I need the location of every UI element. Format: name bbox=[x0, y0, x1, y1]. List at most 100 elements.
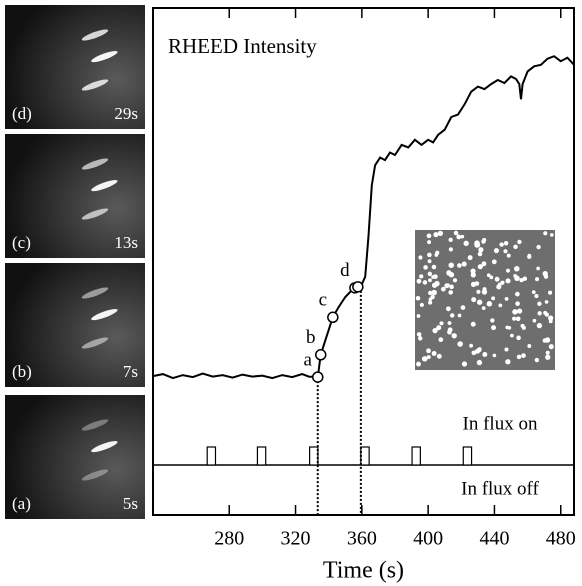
afm-dot bbox=[482, 351, 488, 357]
afm-dot bbox=[543, 310, 548, 315]
afm-dot bbox=[448, 290, 453, 295]
afm-dot bbox=[513, 274, 517, 278]
afm-dot bbox=[471, 350, 477, 356]
flux-on-label: In flux on bbox=[463, 413, 538, 434]
afm-dot bbox=[446, 283, 450, 288]
afm-dot bbox=[461, 361, 468, 367]
afm-dot bbox=[470, 281, 477, 287]
afm-dot bbox=[470, 272, 476, 278]
afm-dot bbox=[451, 333, 457, 339]
afm-dot bbox=[493, 248, 499, 254]
diffraction-streak bbox=[81, 419, 109, 431]
afm-dot bbox=[431, 289, 437, 296]
afm-dot bbox=[548, 319, 553, 324]
afm-dot bbox=[499, 242, 504, 247]
afm-dot bbox=[427, 271, 433, 277]
diffraction-streak bbox=[91, 309, 118, 321]
afm-dot bbox=[445, 306, 451, 312]
afm-dot bbox=[457, 341, 463, 347]
diffraction-streak bbox=[91, 441, 118, 453]
afm-dot bbox=[426, 348, 431, 354]
x-tick-label: 280 bbox=[214, 528, 244, 550]
afm-dot bbox=[537, 301, 542, 306]
afm-dot bbox=[416, 361, 421, 367]
afm-dot bbox=[513, 244, 518, 250]
panel-time: 5s bbox=[123, 494, 138, 513]
afm-dot bbox=[498, 303, 503, 308]
afm-dot bbox=[433, 274, 438, 279]
afm-dot bbox=[531, 290, 536, 295]
afm-dot bbox=[421, 356, 428, 362]
flux-off-label: In flux off bbox=[461, 478, 539, 499]
afm-dot bbox=[428, 297, 433, 302]
plot-frame bbox=[152, 7, 575, 516]
afm-dot bbox=[505, 325, 510, 330]
afm-dot bbox=[460, 305, 466, 310]
afm-dot bbox=[476, 359, 483, 366]
afm-dot bbox=[543, 231, 548, 236]
flux-pulse bbox=[462, 446, 473, 466]
afm-dot bbox=[478, 247, 484, 253]
afm-dot bbox=[431, 351, 437, 356]
afm-dot bbox=[505, 359, 511, 365]
afm-dot bbox=[463, 240, 469, 247]
afm-dot bbox=[510, 333, 514, 338]
panel-label: (b) bbox=[12, 362, 32, 381]
afm-dot bbox=[471, 297, 477, 303]
afm-dot bbox=[545, 354, 551, 360]
afm-dot bbox=[418, 336, 423, 341]
panel-time: 29s bbox=[114, 104, 138, 123]
afm-dot bbox=[439, 321, 444, 326]
afm-dot bbox=[516, 335, 521, 341]
afm-dot bbox=[416, 314, 421, 318]
afm-dot bbox=[520, 323, 525, 328]
afm-dot bbox=[490, 318, 495, 323]
afm-dot bbox=[514, 265, 520, 272]
afm-dot bbox=[422, 280, 428, 285]
afm-dot bbox=[423, 265, 428, 270]
afm-dot bbox=[516, 354, 522, 360]
afm-dot bbox=[427, 240, 432, 245]
x-tick-label: 480 bbox=[546, 528, 576, 550]
rheed-panel: (d) 29s bbox=[5, 5, 145, 129]
afm-dot bbox=[440, 286, 446, 292]
afm-dot bbox=[476, 289, 481, 294]
afm-dot bbox=[434, 280, 440, 287]
diffraction-streak bbox=[91, 51, 118, 63]
diffraction-streak bbox=[81, 337, 109, 349]
afm-dot bbox=[432, 327, 438, 334]
rheed-panel: (c) 13s bbox=[5, 134, 145, 258]
diffraction-streak bbox=[81, 158, 109, 170]
flux-pulse bbox=[256, 446, 267, 466]
stage-marker bbox=[327, 311, 339, 324]
afm-dot bbox=[481, 261, 487, 267]
diffraction-streak bbox=[81, 287, 109, 299]
flux-pulse bbox=[411, 446, 421, 466]
afm-dot bbox=[542, 270, 548, 277]
afm-dot bbox=[448, 247, 454, 252]
rheed-panel: (b) 7s bbox=[5, 263, 145, 387]
afm-dot bbox=[428, 300, 433, 305]
panel-time: 7s bbox=[123, 362, 138, 381]
afm-dot bbox=[534, 357, 540, 363]
stage-marker bbox=[312, 371, 324, 383]
flux-pulse bbox=[360, 446, 370, 466]
x-axis-label: Time (s) bbox=[323, 558, 404, 584]
afm-dot bbox=[519, 277, 524, 283]
afm-dot bbox=[506, 253, 511, 258]
diffraction-streak bbox=[81, 29, 109, 41]
afm-dot bbox=[428, 278, 432, 283]
panel-label: (a) bbox=[12, 494, 31, 513]
afm-dot bbox=[512, 309, 518, 315]
afm-dot bbox=[521, 353, 526, 358]
afm-dot bbox=[482, 290, 487, 295]
panel-label: (d) bbox=[12, 104, 32, 123]
stage-label: d bbox=[340, 260, 350, 281]
afm-dot bbox=[457, 263, 462, 268]
afm-dot bbox=[418, 255, 423, 260]
stage-label: a bbox=[304, 349, 313, 370]
panel-image bbox=[5, 134, 145, 258]
afm-dot bbox=[549, 233, 554, 237]
afm-dot bbox=[515, 301, 520, 306]
afm-dot bbox=[545, 350, 550, 355]
